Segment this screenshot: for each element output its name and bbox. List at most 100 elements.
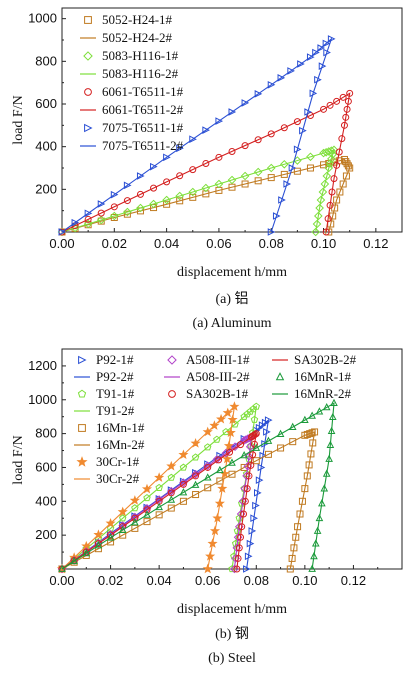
data-point [315,203,324,213]
data-point [179,463,188,471]
data-point [84,209,93,218]
legend-entry: 5083-H116-1# [83,48,179,63]
legend-label: SA302B-2# [294,352,357,367]
legend-label: P92-1# [96,352,134,367]
data-point [167,504,175,512]
data-point [176,144,184,153]
data-point [325,159,335,168]
y-tick-label: 200 [35,527,57,542]
data-point [204,463,212,471]
series-6061-T6511-1# [58,89,354,236]
data-point [228,470,236,478]
series-5052-H24-2# [61,158,351,233]
data-point [97,209,105,217]
y-tick-label: 400 [35,139,57,154]
data-point [267,174,275,182]
legend-label: 5052-H24-1# [102,12,173,27]
legend-entry: P92-2# [74,369,134,384]
x-tick-label: 0.00 [49,573,74,588]
legend-label: 5083-H116-2# [102,66,179,81]
data-point [342,172,350,180]
legend-label: P92-2# [96,369,134,384]
data-point [204,484,212,492]
data-point [155,483,163,491]
data-point [314,211,323,221]
x-tick-label: 0.12 [341,573,366,588]
data-point [189,135,197,144]
series-line [61,37,333,233]
series-16MnR-2# [61,402,335,570]
data-point [97,200,106,208]
data-point [215,153,223,161]
legend-entry: SA302B-2# [272,352,357,367]
data-point [316,195,326,205]
x-tick-label: 0.08 [259,236,284,251]
y-axis-label-steel: load F/N [11,435,26,484]
legend-marker [84,88,92,96]
data-point [202,126,210,134]
data-point [213,435,221,443]
data-point [338,135,346,143]
data-point [252,457,260,465]
y-tick-label: 1000 [28,392,57,407]
data-point [303,430,311,438]
legend-entry: 16Mn-1# [78,420,145,435]
data-point [150,204,158,212]
y-axis-label-aluminum: load F/N [11,95,26,144]
data-point [312,48,320,57]
series-6061-T6511-2# [61,92,351,233]
data-point [267,130,275,138]
legend-label: A508-III-1# [186,352,250,367]
legend-label: 16MnR-1# [294,369,352,384]
data-point [150,184,158,192]
data-point [297,60,305,68]
data-point [254,177,262,185]
legend-entry: 30Cr-1# [76,454,140,469]
data-point [327,154,336,164]
legend-marker [84,123,93,133]
legend-entry: 5052-H24-1# [84,12,173,27]
data-point [131,524,139,532]
data-point [179,497,187,505]
x-tick-label: 0.02 [102,236,127,251]
data-point [308,429,316,437]
data-point [320,161,328,169]
legend-marker [76,456,88,467]
y-tick-label: 600 [35,96,57,111]
y-tick-label: 800 [35,426,57,441]
x-tick-label: 0.12 [363,236,388,251]
data-point [329,145,339,155]
data-point [311,227,320,237]
data-point [293,167,301,175]
data-point [110,190,119,199]
data-point [306,430,314,438]
data-point [228,147,236,155]
legend-label: 5052-H24-2# [102,30,173,45]
data-point [324,163,334,173]
data-point [107,538,115,546]
series-SA302B-2# [61,432,258,570]
data-point [301,431,309,439]
data-point [277,74,286,82]
data-point [110,203,118,211]
data-point [84,215,92,223]
data-point [336,188,344,196]
series-line [61,92,351,233]
data-point [318,187,328,197]
legend-label: T91-2# [96,403,135,418]
series-line [61,149,335,233]
x-tick-label: 0.04 [154,236,179,251]
legend-entry: T91-2# [74,403,135,418]
data-point [306,53,315,61]
data-point [333,97,341,105]
data-point [228,108,237,116]
data-point [143,518,151,526]
data-point [306,164,314,172]
legend-marker [83,51,93,61]
legend-marker [167,355,177,365]
data-point [267,80,276,89]
series-A508-III-2# [61,436,253,570]
legend-label: 7075-T6511-1# [102,120,184,135]
data-point [202,159,210,167]
data-point [58,228,67,236]
